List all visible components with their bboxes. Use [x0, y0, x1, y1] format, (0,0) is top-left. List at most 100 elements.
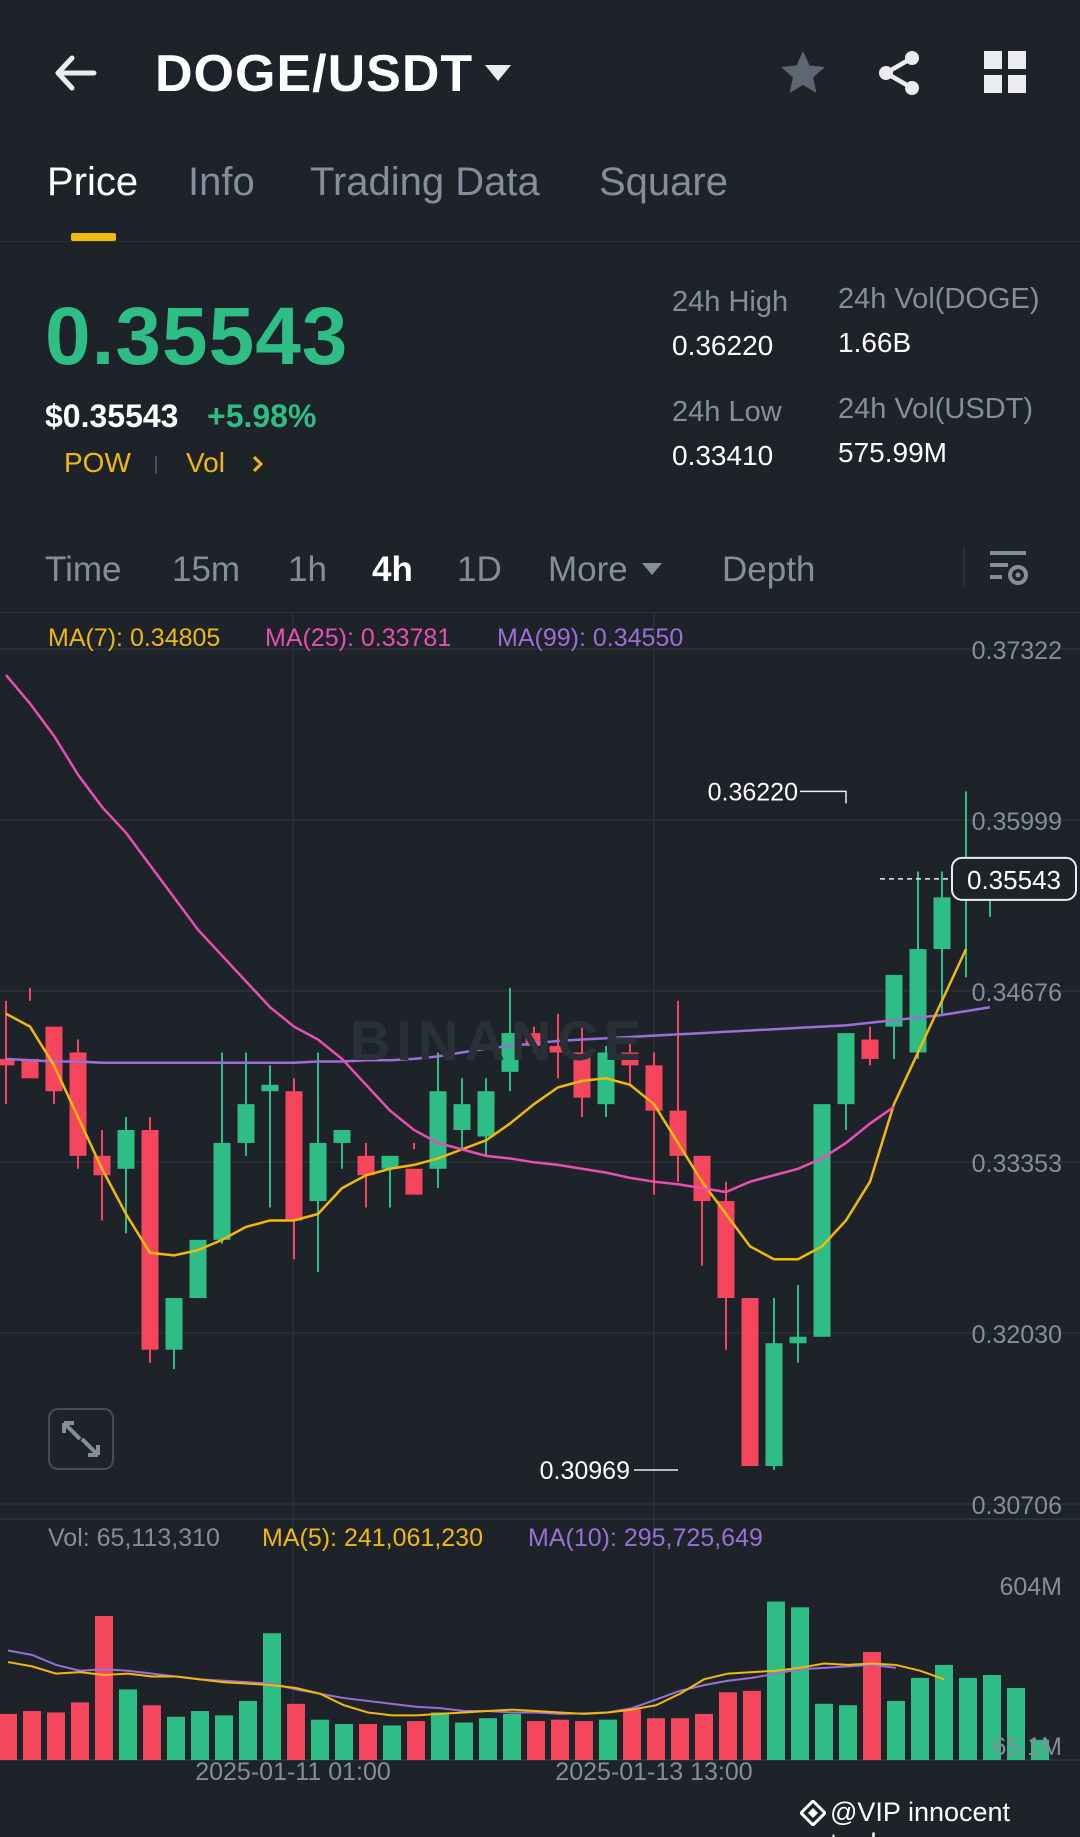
y-axis-label: 0.37322	[972, 637, 1062, 665]
candle-body	[549, 1046, 567, 1053]
grid-menu-icon[interactable]	[983, 50, 1027, 94]
pair-title[interactable]: DOGE/USDT	[155, 45, 474, 103]
back-arrow-icon[interactable]	[50, 48, 100, 98]
vol-base-value: 1.66B	[838, 327, 912, 358]
candlestick-chart[interactable]: 0.37322 0.35999 0.34676 0.33353 0.32030 0.307…	[0, 612, 1080, 1792]
high-marker-line	[800, 790, 847, 804]
last-price: 0.35543	[45, 291, 349, 382]
chart-settings-icon[interactable]	[986, 545, 1030, 589]
vol-legend: Vol: 65,113,310	[48, 1524, 220, 1552]
fullscreen-button[interactable]	[48, 1408, 114, 1470]
volume-bar	[599, 1719, 617, 1760]
candle-body	[501, 1033, 519, 1072]
vol-axis-label: 604M	[999, 1573, 1062, 1601]
volume-bar	[839, 1705, 857, 1760]
candle-body	[789, 1336, 807, 1344]
tab-price[interactable]: Price	[47, 160, 139, 204]
volume-bar	[551, 1719, 569, 1760]
candle-body	[189, 1239, 207, 1299]
ma7-line	[5, 948, 968, 1261]
more-dropdown-icon[interactable]	[641, 562, 663, 576]
tag-divider	[155, 456, 157, 474]
volume-bar	[167, 1716, 185, 1760]
tab-square[interactable]: Square	[599, 160, 728, 204]
ma7-legend: MA(7): 0.34805	[48, 624, 221, 652]
chart-top-divider	[0, 612, 1080, 613]
candle-body	[741, 1298, 759, 1467]
header: DOGE/USDT	[0, 0, 1080, 145]
ma99-line	[5, 1005, 991, 1065]
volume-bar	[935, 1664, 953, 1760]
volume-bar	[407, 1721, 425, 1760]
tf-15m[interactable]: 15m	[172, 550, 241, 589]
candle-body	[885, 974, 903, 1027]
expand-icon	[62, 1421, 100, 1457]
volume-bar	[743, 1690, 761, 1760]
volume-bar	[575, 1721, 593, 1760]
tf-1h[interactable]: 1h	[288, 550, 327, 589]
volume-bar	[1031, 1739, 1049, 1760]
tf-more[interactable]: More	[548, 550, 628, 589]
share-icon[interactable]	[874, 48, 924, 98]
main-tabs: Price Info Trading Data Square	[0, 160, 1080, 242]
volume-bar	[335, 1723, 353, 1760]
volume-bar	[215, 1715, 233, 1760]
candle-body	[69, 1052, 87, 1156]
y-axis-label: 0.34676	[972, 979, 1062, 1007]
vol-base-label: 24h Vol(DOGE)	[838, 283, 1040, 315]
volume-bar	[119, 1689, 137, 1760]
chevron-right-icon[interactable]	[251, 454, 265, 474]
tf-time[interactable]: Time	[45, 550, 122, 589]
candle-body	[117, 1130, 135, 1169]
volume-bar	[71, 1702, 89, 1760]
high-marker-label: 0.36220	[708, 778, 798, 806]
candle-body	[717, 1201, 735, 1299]
y-axis-label: 0.35999	[972, 808, 1062, 836]
volume-bar	[863, 1651, 881, 1760]
volume-bar	[647, 1718, 665, 1760]
volume-bar	[815, 1703, 833, 1760]
tf-depth[interactable]: Depth	[722, 550, 816, 589]
candle-body	[429, 1091, 447, 1169]
ma99-legend: MA(99): 0.34550	[497, 624, 684, 652]
candle-body	[573, 1052, 591, 1098]
active-tab-indicator	[71, 233, 116, 241]
volume-bar	[719, 1692, 737, 1760]
candle-body	[165, 1298, 183, 1350]
candle-body	[381, 1155, 399, 1169]
low-label: 24h Low	[672, 396, 782, 428]
candle-body	[309, 1142, 327, 1202]
volume-bar	[791, 1607, 809, 1760]
vol-quote-value: 575.99M	[838, 437, 947, 468]
volume-bar	[311, 1719, 329, 1760]
volume-bar	[887, 1700, 905, 1760]
candle-body	[693, 1155, 711, 1202]
candle-body	[45, 1026, 63, 1092]
volume-bar	[239, 1700, 257, 1760]
favorite-star-icon[interactable]	[778, 48, 828, 98]
ma25-line	[5, 674, 895, 1194]
volume-bar	[479, 1718, 497, 1760]
y-axis-label: 0.33353	[972, 1150, 1062, 1178]
pair-dropdown-icon[interactable]	[483, 62, 513, 84]
current-price-box	[951, 856, 1077, 901]
volume-bar	[0, 1713, 17, 1760]
tf-4h[interactable]: 4h	[372, 550, 413, 589]
toolbar-divider	[963, 548, 965, 586]
volume-bar	[383, 1725, 401, 1760]
x-axis-label: 2025-01-11 01:00	[195, 1758, 391, 1786]
high-label: 24h High	[672, 286, 789, 318]
tab-info[interactable]: Info	[188, 160, 255, 204]
vol-ma10-legend: MA(10): 295,725,649	[528, 1524, 763, 1552]
candle-body	[813, 1104, 831, 1337]
tf-1d[interactable]: 1D	[457, 550, 502, 589]
tab-trading-data[interactable]: Trading Data	[310, 160, 540, 204]
tag-pow[interactable]: POW	[64, 447, 131, 478]
vol-quote-label: 24h Vol(USDT)	[838, 393, 1034, 425]
candle-body	[213, 1142, 231, 1240]
candle-body	[405, 1168, 423, 1195]
low-value: 0.33410	[672, 440, 774, 471]
volume-bar	[527, 1721, 545, 1760]
volume-bar	[143, 1705, 161, 1760]
tag-vol[interactable]: Vol	[186, 447, 225, 478]
